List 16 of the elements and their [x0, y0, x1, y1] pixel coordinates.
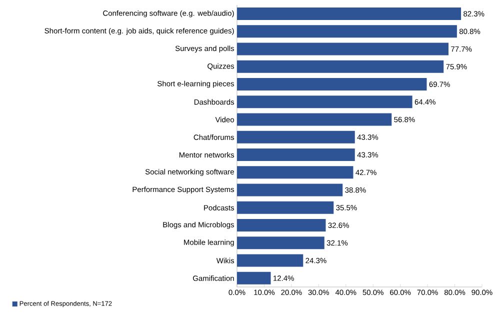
bar [236, 60, 444, 73]
bar [236, 201, 334, 214]
bar [236, 78, 427, 91]
bar [236, 272, 271, 284]
bar [236, 254, 304, 267]
bar [236, 25, 457, 38]
bar [236, 236, 324, 250]
bar [236, 96, 412, 108]
bar [236, 166, 354, 179]
bar [236, 42, 449, 56]
bar [236, 113, 392, 126]
bar [236, 130, 355, 144]
bar [236, 148, 355, 162]
bar [236, 219, 326, 232]
bar [236, 8, 462, 20]
bar [236, 184, 343, 196]
